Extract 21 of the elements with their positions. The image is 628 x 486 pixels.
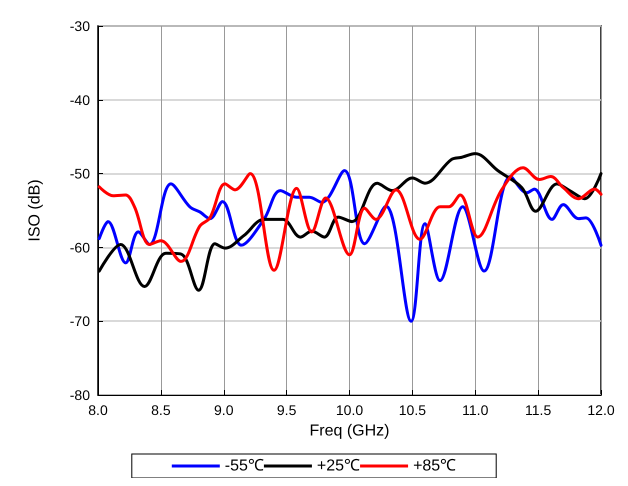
legend-label: +85℃: [413, 458, 456, 474]
x-tick-label: 9.0: [214, 402, 234, 418]
x-tick-label: 8.0: [88, 402, 108, 418]
x-tick-label: 11.0: [462, 402, 489, 418]
y-tick-label: -50: [70, 166, 90, 182]
x-tick-label: 10.5: [398, 402, 426, 418]
x-axis-title: Freq (GHz): [310, 422, 390, 440]
x-tick-label: 9.5: [276, 402, 297, 418]
x-tick-label: 10.0: [336, 402, 364, 418]
y-tick-label: -60: [70, 239, 90, 256]
y-tick-label: -40: [70, 92, 90, 108]
y-tick-label: -30: [70, 18, 90, 34]
y-axis-title: ISO (dB): [26, 179, 44, 242]
y-tick-label: -70: [70, 313, 90, 330]
x-tick-label: 11.5: [525, 402, 552, 418]
y-tick-label: -80: [70, 387, 90, 403]
line-series: [98, 166, 602, 272]
legend-label: +25℃: [316, 458, 360, 474]
legend-label: -55℃: [224, 458, 264, 474]
x-tick-label: 12.0: [587, 402, 615, 418]
x-tick-label: 8.5: [151, 402, 171, 418]
